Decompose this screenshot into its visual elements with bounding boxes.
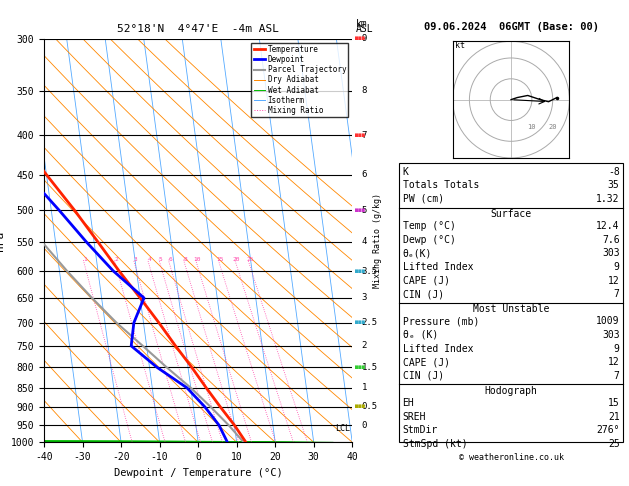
- Text: 10: 10: [528, 124, 536, 130]
- Text: ■■■: ■■■: [355, 320, 365, 325]
- Text: 303: 303: [602, 330, 620, 340]
- Text: Dewp (°C): Dewp (°C): [403, 235, 455, 245]
- Text: 15: 15: [216, 257, 224, 262]
- Text: 21: 21: [608, 412, 620, 422]
- Text: Hodograph: Hodograph: [484, 386, 538, 396]
- Text: 8: 8: [362, 86, 367, 95]
- Text: StmDir: StmDir: [403, 425, 438, 435]
- Text: 2: 2: [114, 257, 118, 262]
- Text: 303: 303: [602, 248, 620, 259]
- Text: 9: 9: [614, 262, 620, 272]
- Text: PW (cm): PW (cm): [403, 194, 443, 204]
- Text: Lifted Index: Lifted Index: [403, 344, 473, 354]
- Text: θₑ(K): θₑ(K): [403, 248, 432, 259]
- Text: 2: 2: [362, 341, 367, 350]
- Text: 0: 0: [362, 420, 367, 430]
- Text: © weatheronline.co.uk: © weatheronline.co.uk: [459, 452, 564, 462]
- Text: 9: 9: [362, 35, 367, 43]
- Text: ■■■: ■■■: [355, 404, 365, 410]
- Text: 25: 25: [608, 439, 620, 449]
- Text: ■■■: ■■■: [355, 269, 365, 274]
- Text: 1.32: 1.32: [596, 194, 620, 204]
- Text: 276°: 276°: [596, 425, 620, 435]
- Text: ■■■: ■■■: [355, 36, 365, 41]
- Text: 1.5: 1.5: [362, 363, 378, 372]
- Text: Lifted Index: Lifted Index: [403, 262, 473, 272]
- Text: 4: 4: [147, 257, 151, 262]
- Text: 7.6: 7.6: [602, 235, 620, 245]
- Text: Surface: Surface: [491, 209, 532, 219]
- Text: 09.06.2024  06GMT (Base: 00): 09.06.2024 06GMT (Base: 00): [423, 21, 599, 32]
- X-axis label: Dewpoint / Temperature (°C): Dewpoint / Temperature (°C): [114, 468, 282, 478]
- Text: -8: -8: [608, 167, 620, 177]
- Text: 12.4: 12.4: [596, 221, 620, 231]
- Text: 1: 1: [83, 257, 87, 262]
- Text: CIN (J): CIN (J): [403, 289, 443, 299]
- Text: 1009: 1009: [596, 316, 620, 327]
- Text: θₑ (K): θₑ (K): [403, 330, 438, 340]
- Text: Most Unstable: Most Unstable: [473, 304, 549, 314]
- Text: kt: kt: [455, 40, 465, 50]
- Text: 5: 5: [362, 206, 367, 214]
- Text: 35: 35: [608, 180, 620, 191]
- Text: 0.5: 0.5: [362, 402, 378, 412]
- Text: 6: 6: [168, 257, 172, 262]
- Text: 10: 10: [194, 257, 201, 262]
- Text: ■■■: ■■■: [355, 208, 365, 212]
- Text: 52°18'N  4°47'E  -4m ASL: 52°18'N 4°47'E -4m ASL: [117, 24, 279, 34]
- Text: CAPE (J): CAPE (J): [403, 357, 450, 367]
- Text: 7: 7: [362, 131, 367, 140]
- Text: 9: 9: [614, 344, 620, 354]
- Text: ■■■: ■■■: [355, 133, 365, 138]
- Text: 7: 7: [614, 371, 620, 381]
- Text: 5: 5: [159, 257, 162, 262]
- Text: 20: 20: [548, 124, 557, 130]
- Text: SREH: SREH: [403, 412, 426, 422]
- Text: Pressure (mb): Pressure (mb): [403, 316, 479, 327]
- Text: 4: 4: [362, 238, 367, 246]
- Text: km: km: [355, 19, 367, 29]
- Text: ASL: ASL: [355, 24, 373, 34]
- Text: 3: 3: [362, 294, 367, 302]
- Text: 6: 6: [362, 170, 367, 179]
- Text: 2.5: 2.5: [362, 318, 378, 327]
- Text: Totals Totals: Totals Totals: [403, 180, 479, 191]
- Text: 25: 25: [246, 257, 253, 262]
- Text: 12: 12: [608, 276, 620, 286]
- Text: 12: 12: [608, 357, 620, 367]
- Legend: Temperature, Dewpoint, Parcel Trajectory, Dry Adiabat, Wet Adiabat, Isotherm, Mi: Temperature, Dewpoint, Parcel Trajectory…: [252, 43, 348, 117]
- Text: Mixing Ratio (g/kg): Mixing Ratio (g/kg): [373, 193, 382, 288]
- Text: ■■■: ■■■: [355, 365, 365, 370]
- Text: 20: 20: [233, 257, 240, 262]
- Text: 3.5: 3.5: [362, 267, 378, 276]
- Text: CIN (J): CIN (J): [403, 371, 443, 381]
- Text: 1: 1: [362, 383, 367, 392]
- Text: 7: 7: [614, 289, 620, 299]
- Text: StmSpd (kt): StmSpd (kt): [403, 439, 467, 449]
- Text: LCL: LCL: [335, 424, 350, 433]
- Y-axis label: hPa: hPa: [0, 230, 5, 251]
- Text: 8: 8: [184, 257, 187, 262]
- Text: CAPE (J): CAPE (J): [403, 276, 450, 286]
- Text: K: K: [403, 167, 408, 177]
- Text: Temp (°C): Temp (°C): [403, 221, 455, 231]
- Text: 15: 15: [608, 398, 620, 408]
- Text: 3: 3: [133, 257, 137, 262]
- Text: EH: EH: [403, 398, 415, 408]
